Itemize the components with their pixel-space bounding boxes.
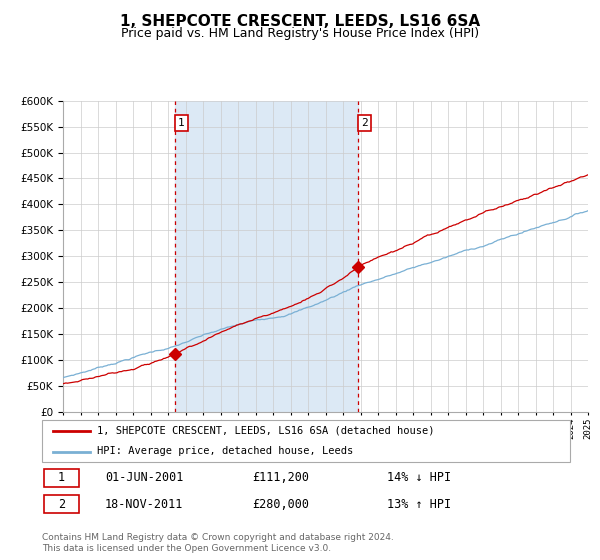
Text: This data is licensed under the Open Government Licence v3.0.: This data is licensed under the Open Gov… [42,544,331,553]
Text: 1: 1 [58,471,65,484]
Text: £280,000: £280,000 [252,497,309,511]
Text: 2: 2 [361,118,368,128]
Text: 1, SHEPCOTE CRESCENT, LEEDS, LS16 6SA: 1, SHEPCOTE CRESCENT, LEEDS, LS16 6SA [120,14,480,29]
Text: 13% ↑ HPI: 13% ↑ HPI [387,497,451,511]
Text: 01-JUN-2001: 01-JUN-2001 [105,471,184,484]
FancyBboxPatch shape [44,495,79,513]
FancyBboxPatch shape [42,420,570,462]
Text: 1: 1 [178,118,185,128]
Text: 18-NOV-2011: 18-NOV-2011 [105,497,184,511]
Text: £111,200: £111,200 [252,471,309,484]
Bar [175,101,358,412]
FancyBboxPatch shape [44,469,79,487]
Text: 2: 2 [58,497,65,511]
Text: 1, SHEPCOTE CRESCENT, LEEDS, LS16 6SA (detached house): 1, SHEPCOTE CRESCENT, LEEDS, LS16 6SA (d… [97,426,435,436]
Text: HPI: Average price, detached house, Leeds: HPI: Average price, detached house, Leed… [97,446,353,456]
Text: Contains HM Land Registry data © Crown copyright and database right 2024.: Contains HM Land Registry data © Crown c… [42,533,394,542]
Text: Price paid vs. HM Land Registry's House Price Index (HPI): Price paid vs. HM Land Registry's House … [121,27,479,40]
Text: 14% ↓ HPI: 14% ↓ HPI [387,471,451,484]
